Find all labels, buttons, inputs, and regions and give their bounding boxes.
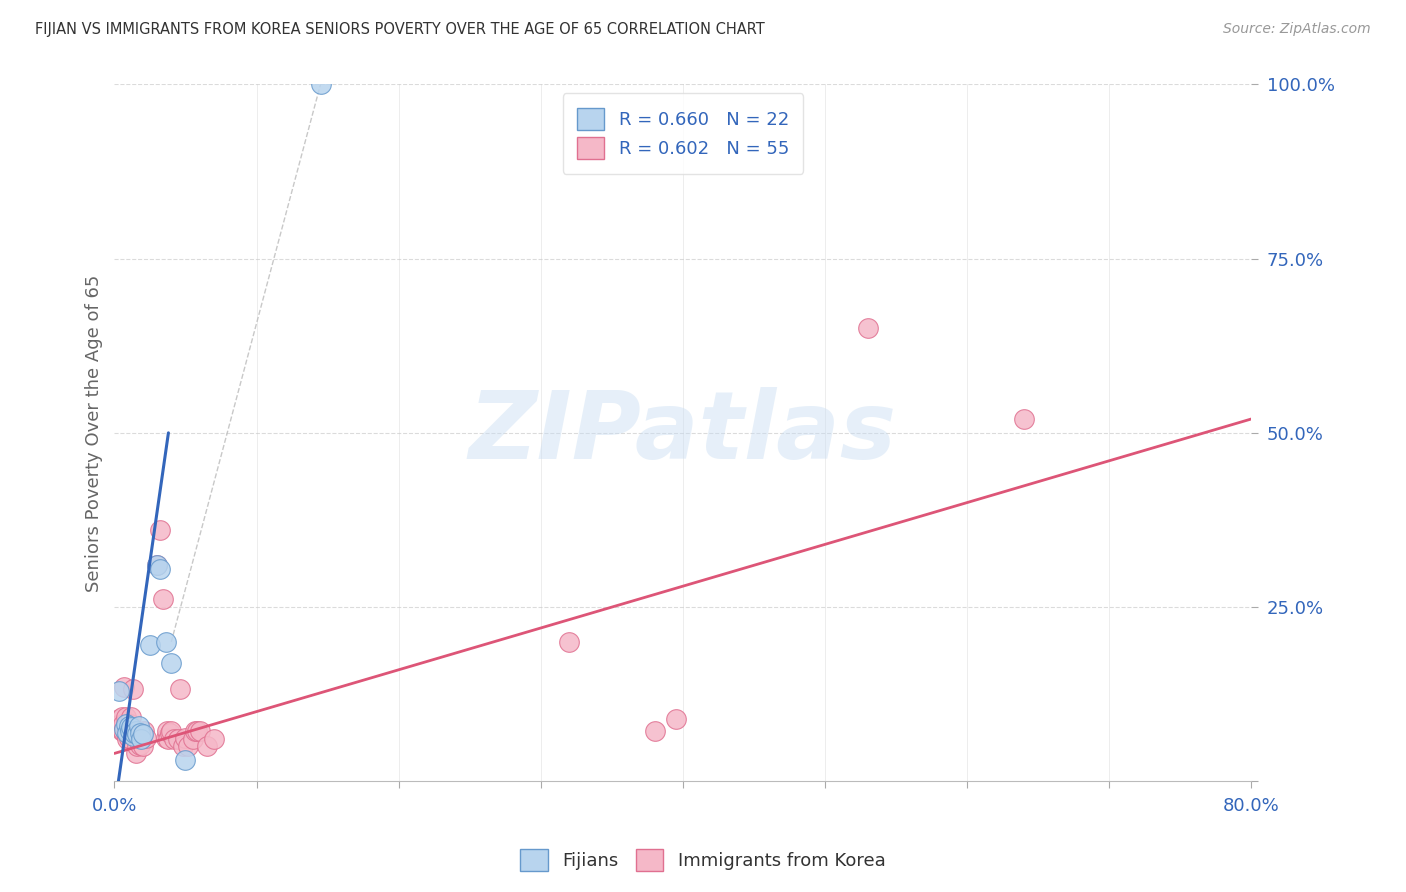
Text: ZIPatlas: ZIPatlas — [468, 387, 897, 479]
Point — [131, 732, 153, 747]
Point — [195, 739, 218, 754]
Point — [128, 731, 150, 745]
Point — [127, 739, 149, 754]
Point — [149, 562, 172, 576]
Legend: Fijians, Immigrants from Korea: Fijians, Immigrants from Korea — [513, 842, 893, 879]
Point — [160, 724, 183, 739]
Point — [122, 682, 145, 697]
Point — [107, 712, 129, 726]
Point — [160, 656, 183, 670]
Point — [157, 732, 180, 747]
Point — [107, 683, 129, 698]
Point — [309, 78, 332, 92]
Point — [118, 724, 141, 739]
Point — [121, 724, 143, 739]
Point — [111, 717, 134, 731]
Point — [149, 524, 172, 538]
Point — [129, 738, 152, 752]
Point — [114, 725, 136, 739]
Point — [110, 724, 132, 739]
Point — [117, 718, 139, 732]
Point — [167, 732, 190, 747]
Point — [105, 718, 128, 732]
Point — [132, 727, 155, 741]
Point — [134, 724, 156, 739]
Text: Source: ZipAtlas.com: Source: ZipAtlas.com — [1223, 22, 1371, 37]
Point — [135, 731, 157, 745]
Point — [124, 725, 146, 739]
Point — [644, 724, 666, 739]
Point — [108, 717, 131, 731]
Text: FIJIAN VS IMMIGRANTS FROM KOREA SENIORS POVERTY OVER THE AGE OF 65 CORRELATION C: FIJIAN VS IMMIGRANTS FROM KOREA SENIORS … — [35, 22, 765, 37]
Point — [118, 717, 141, 731]
Point — [146, 558, 169, 573]
Point — [114, 717, 136, 731]
Point — [174, 731, 197, 745]
Point — [124, 725, 146, 739]
Point — [139, 639, 162, 653]
Point — [115, 724, 138, 739]
Point — [112, 722, 135, 736]
Point — [112, 680, 135, 694]
Point — [169, 682, 191, 697]
Point — [177, 739, 200, 754]
Point — [188, 724, 211, 739]
Point — [121, 710, 143, 724]
Point — [558, 635, 581, 649]
Point — [172, 739, 194, 754]
Point — [202, 732, 225, 747]
Point — [111, 724, 134, 739]
Point — [122, 729, 145, 743]
Point — [155, 635, 177, 649]
Point — [156, 724, 179, 739]
Point — [127, 727, 149, 741]
Point — [132, 739, 155, 754]
Point — [186, 724, 208, 739]
Point — [159, 725, 181, 739]
Point — [125, 747, 148, 761]
Point — [184, 724, 207, 739]
Point — [115, 725, 138, 739]
Point — [131, 731, 153, 745]
Legend: R = 0.660   N = 22, R = 0.602   N = 55: R = 0.660 N = 22, R = 0.602 N = 55 — [562, 94, 803, 174]
Point — [155, 731, 177, 745]
Point — [117, 731, 139, 745]
Point — [125, 724, 148, 739]
Point — [665, 712, 688, 726]
Point — [146, 558, 169, 573]
Point — [1012, 412, 1035, 426]
Point — [129, 725, 152, 739]
Point — [114, 717, 136, 731]
Point — [174, 753, 197, 767]
Point — [163, 732, 186, 747]
Point — [152, 591, 174, 606]
Point — [122, 724, 145, 739]
Point — [856, 321, 879, 335]
Point — [115, 732, 138, 747]
Point — [181, 732, 204, 747]
Y-axis label: Seniors Poverty Over the Age of 65: Seniors Poverty Over the Age of 65 — [86, 274, 103, 591]
Point — [128, 718, 150, 732]
Point — [115, 717, 138, 731]
Point — [121, 720, 143, 734]
Point — [114, 710, 136, 724]
Point — [117, 724, 139, 739]
Point — [110, 710, 132, 724]
